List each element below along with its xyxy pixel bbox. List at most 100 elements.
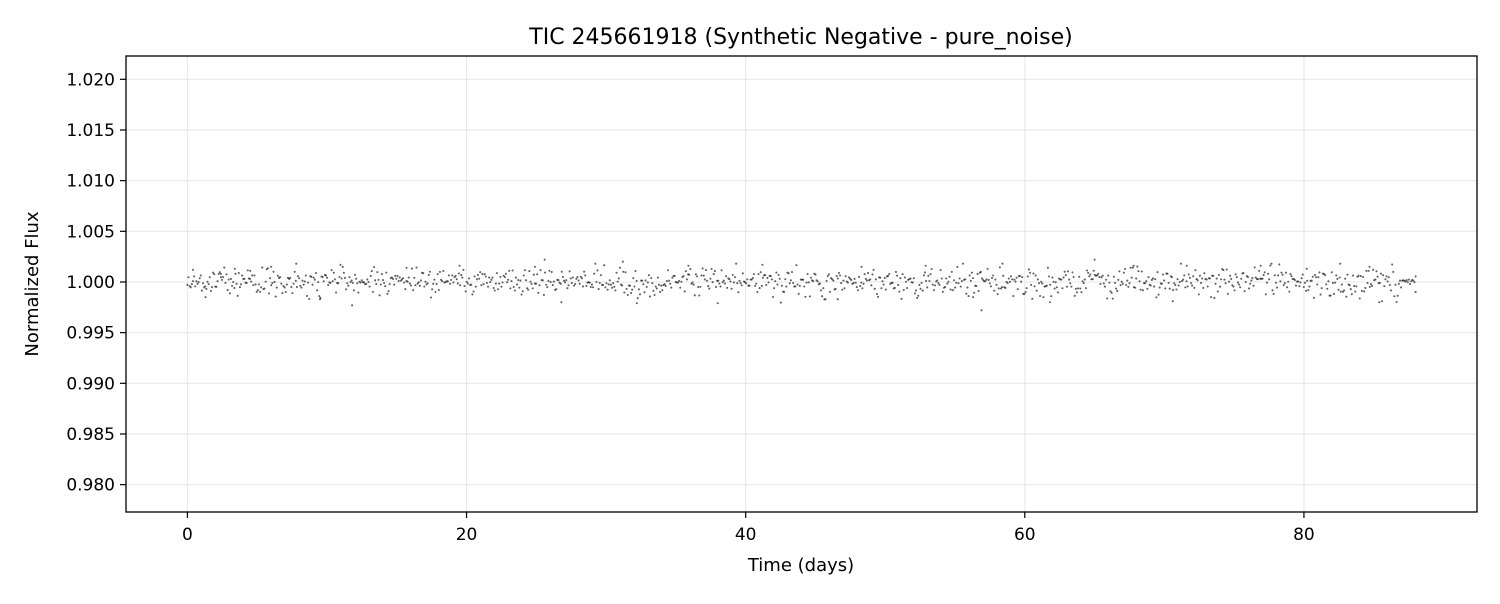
data-point xyxy=(636,297,639,300)
data-point xyxy=(1015,276,1018,279)
data-point xyxy=(787,272,790,275)
grid-layer xyxy=(126,56,1477,512)
data-point xyxy=(882,283,885,286)
data-point xyxy=(740,284,743,287)
data-point xyxy=(548,269,551,272)
data-point xyxy=(224,281,227,284)
data-point xyxy=(428,270,431,273)
data-point xyxy=(349,280,352,284)
data-point xyxy=(1183,274,1186,277)
data-point xyxy=(938,283,941,286)
data-point xyxy=(1362,275,1365,279)
data-point xyxy=(1215,277,1218,280)
data-point xyxy=(210,286,214,289)
data-point xyxy=(479,271,482,274)
data-point xyxy=(1232,285,1235,288)
data-point xyxy=(728,278,731,281)
data-point xyxy=(932,289,935,292)
data-point xyxy=(346,282,349,285)
data-point xyxy=(516,283,519,286)
data-point xyxy=(1007,277,1010,280)
data-point xyxy=(238,286,241,289)
data-point xyxy=(746,278,749,281)
data-point xyxy=(775,271,778,274)
data-point xyxy=(757,273,760,276)
data-point xyxy=(722,279,725,282)
data-point xyxy=(872,268,875,271)
data-point xyxy=(1104,278,1108,281)
data-point xyxy=(1139,288,1142,291)
data-point xyxy=(836,298,839,301)
data-point xyxy=(577,279,580,282)
data-point xyxy=(1081,280,1084,283)
data-point xyxy=(1387,276,1390,279)
data-point xyxy=(1088,275,1091,278)
data-point xyxy=(812,280,815,283)
data-point xyxy=(1237,283,1241,286)
data-point xyxy=(272,270,275,273)
data-point xyxy=(313,278,316,281)
data-point xyxy=(1168,287,1171,290)
data-point xyxy=(669,282,672,285)
data-point xyxy=(318,295,321,298)
data-point xyxy=(431,288,434,291)
data-point xyxy=(1035,289,1038,292)
data-point xyxy=(1016,288,1019,291)
data-point xyxy=(987,278,990,281)
data-point xyxy=(863,273,866,276)
data-point xyxy=(949,288,952,291)
data-point xyxy=(931,283,934,286)
data-point xyxy=(234,272,237,275)
data-point xyxy=(475,278,478,281)
data-point xyxy=(1261,277,1264,280)
data-point xyxy=(478,277,481,280)
data-point xyxy=(853,277,856,280)
data-point xyxy=(501,281,504,284)
data-point xyxy=(1163,279,1166,282)
data-point xyxy=(388,283,391,286)
data-point xyxy=(864,277,867,280)
data-point xyxy=(1157,293,1160,296)
data-point xyxy=(756,290,759,294)
data-point xyxy=(803,285,806,288)
data-point xyxy=(1339,262,1342,265)
data-point xyxy=(1054,281,1057,284)
data-point xyxy=(355,277,358,280)
data-point xyxy=(771,295,775,298)
data-point xyxy=(898,290,901,293)
data-point xyxy=(860,265,863,268)
data-point xyxy=(202,282,205,285)
data-point xyxy=(816,280,819,283)
data-point xyxy=(266,267,269,270)
data-point xyxy=(1398,279,1401,282)
data-point xyxy=(1307,289,1310,292)
data-point xyxy=(859,285,862,288)
data-point xyxy=(327,283,330,287)
data-point xyxy=(1098,275,1101,279)
data-point xyxy=(1368,265,1371,268)
data-point xyxy=(1205,278,1208,281)
data-point xyxy=(1011,278,1014,281)
data-point xyxy=(959,285,962,288)
data-point xyxy=(664,284,667,288)
data-point xyxy=(1222,269,1225,272)
data-point xyxy=(1290,275,1293,278)
data-point xyxy=(409,284,412,287)
data-point xyxy=(723,282,726,285)
data-point xyxy=(1363,290,1366,293)
data-point xyxy=(1199,281,1203,285)
data-point xyxy=(522,274,525,277)
data-point xyxy=(965,292,968,295)
data-point xyxy=(879,276,882,279)
data-point xyxy=(1020,280,1023,283)
data-point xyxy=(1392,270,1395,273)
data-point xyxy=(1329,294,1332,297)
data-point xyxy=(455,278,458,281)
data-point xyxy=(233,267,236,270)
data-point xyxy=(1018,275,1022,278)
data-point xyxy=(518,286,521,289)
data-point xyxy=(275,286,278,289)
data-point xyxy=(250,280,253,283)
data-point xyxy=(1178,280,1181,283)
